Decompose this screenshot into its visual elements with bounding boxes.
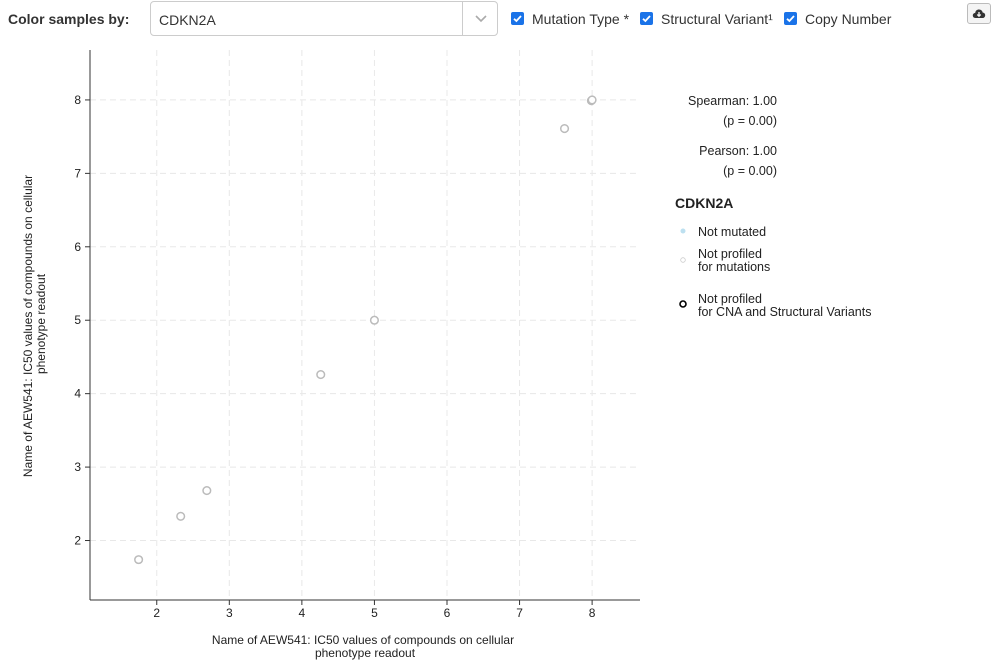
x-ticks: 2 3 4 5 6 7 8 (153, 600, 596, 620)
select-separator (462, 2, 463, 35)
cloud-download-icon (972, 9, 986, 18)
x-tick-label: 8 (589, 606, 596, 620)
x-tick-label: 5 (371, 606, 378, 620)
y-tick-label: 3 (74, 460, 81, 474)
legend-label-not-mutated: Not mutated (698, 225, 766, 239)
pearson-p-value: (p = 0.00) (723, 164, 777, 178)
y-tick-label: 5 (74, 313, 81, 327)
data-points (134, 95, 597, 565)
check-icon (642, 15, 651, 23)
copy-number-label[interactable]: Copy Number (805, 11, 892, 27)
color-samples-label: Color samples by: (8, 11, 130, 27)
pearson-stat: Pearson: 1.00 (699, 144, 777, 158)
x-axis-title-line2: phenotype readout (315, 646, 416, 660)
scatter-point[interactable] (176, 511, 186, 521)
scatter-point[interactable] (369, 315, 379, 325)
y-tick-label: 4 (74, 387, 81, 401)
gene-select[interactable]: CDKN2A (150, 1, 498, 36)
legend-label-not-profiled-mutations-line1: Not profiled (698, 247, 762, 261)
structural-variant-label[interactable]: Structural Variant¹ (661, 11, 773, 27)
gene-select-value: CDKN2A (159, 12, 216, 28)
x-tick-label: 4 (299, 606, 306, 620)
y-axis-title-line2: phenotype readout (34, 273, 48, 374)
legend-marker-not-profiled-mutations (680, 257, 686, 263)
x-axis-title-line1: Name of AEW541: IC50 values of compounds… (212, 633, 514, 647)
mutation-type-label[interactable]: Mutation Type * (532, 11, 630, 27)
mutation-type-checkbox[interactable] (511, 12, 524, 25)
x-tick-label: 3 (226, 606, 233, 620)
toolbar: Color samples by: CDKN2A Mutation Type *… (0, 0, 992, 40)
check-icon (786, 15, 795, 23)
scatter-point[interactable] (202, 486, 212, 496)
scatter-point[interactable] (559, 124, 570, 134)
x-tick-label: 6 (444, 606, 451, 620)
legend-marker-not-mutated (680, 228, 686, 234)
y-ticks: 2 3 4 5 6 7 8 (74, 93, 90, 548)
copy-number-checkbox[interactable] (784, 12, 797, 25)
legend-marker-not-profiled-cna (679, 300, 687, 308)
y-tick-label: 8 (74, 93, 81, 107)
spearman-p-value: (p = 0.00) (723, 114, 777, 128)
structural-variant-checkbox[interactable] (640, 12, 653, 25)
check-icon (513, 15, 522, 23)
grid-lines (90, 50, 640, 600)
scatter-point[interactable] (587, 95, 597, 105)
legend-label-not-profiled-cna-line2: for CNA and Structural Variants (698, 305, 871, 319)
y-tick-label: 6 (74, 240, 81, 254)
legend-label-not-profiled-mutations-line2: for mutations (698, 260, 770, 274)
legend-label-not-profiled-cna-line1: Not profiled (698, 292, 762, 306)
x-tick-label: 7 (516, 606, 523, 620)
y-tick-label: 2 (74, 534, 81, 548)
y-axis-title-line1: Name of AEW541: IC50 values of compounds… (21, 175, 35, 477)
x-tick-label: 2 (153, 606, 160, 620)
chevron-down-icon[interactable] (463, 2, 498, 35)
scatter-point[interactable] (316, 370, 326, 380)
spearman-stat: Spearman: 1.00 (688, 94, 777, 108)
scatter-point[interactable] (134, 555, 144, 565)
legend-title: CDKN2A (675, 195, 733, 211)
axes (89, 50, 640, 601)
y-tick-label: 7 (74, 166, 81, 180)
download-button[interactable] (967, 3, 991, 24)
